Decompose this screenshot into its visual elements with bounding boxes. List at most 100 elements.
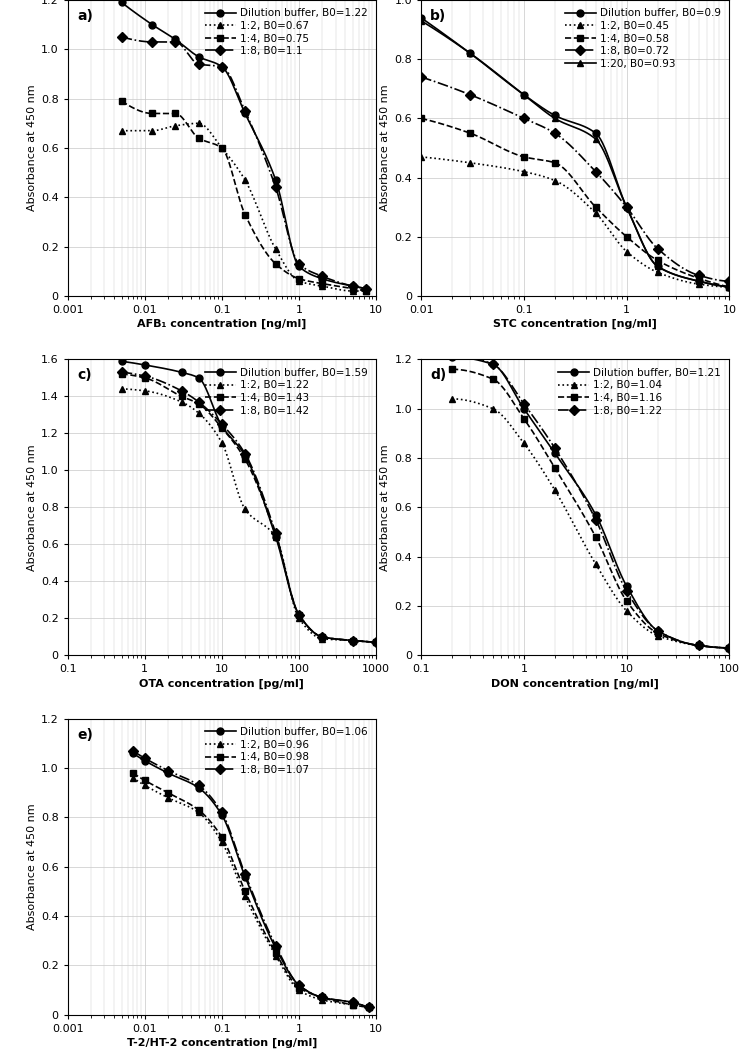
1:20, B0=0.93	[417, 15, 426, 27]
1:8, B0=1.22	[653, 625, 662, 637]
1:8, B0=1.1	[362, 282, 371, 295]
1:4, B0=0.98	[364, 1001, 373, 1014]
1:4, B0=0.75	[271, 258, 280, 271]
Line: 1:8, B0=1.07: 1:8, B0=1.07	[129, 747, 372, 1010]
1:8, B0=1.1	[271, 181, 280, 193]
X-axis label: AFB₁ concentration [ng/ml]: AFB₁ concentration [ng/ml]	[137, 319, 307, 330]
Legend: Dilution buffer, B0=0.9, 1:2, B0=0.45, 1:4, B0=0.58, 1:8, B0=0.72, 1:20, B0=0.93: Dilution buffer, B0=0.9, 1:2, B0=0.45, 1…	[562, 5, 724, 72]
1:4, B0=1.16	[520, 412, 529, 425]
1:4, B0=0.58	[622, 230, 631, 243]
Dilution buffer, B0=0.9	[622, 201, 631, 214]
Dilution buffer, B0=1.59	[117, 355, 126, 368]
Dilution buffer, B0=0.9	[550, 109, 559, 122]
1:20, B0=0.93	[550, 112, 559, 125]
X-axis label: DON concentration [ng/ml]: DON concentration [ng/ml]	[491, 679, 660, 689]
1:4, B0=1.16	[694, 639, 703, 652]
Dilution buffer, B0=0.9	[520, 89, 529, 101]
1:2, B0=1.22	[348, 634, 357, 647]
Y-axis label: Absorbance at 450 nm: Absorbance at 450 nm	[27, 85, 37, 211]
Dilution buffer, B0=1.22	[295, 260, 304, 273]
Y-axis label: Absorbance at 450 nm: Absorbance at 450 nm	[27, 444, 37, 571]
1:20, B0=0.93	[622, 201, 631, 214]
Dilution buffer, B0=1.06	[241, 870, 250, 883]
Dilution buffer, B0=1.22	[117, 0, 126, 8]
Dilution buffer, B0=1.21	[591, 508, 600, 521]
Dilution buffer, B0=1.06	[364, 1001, 373, 1014]
1:8, B0=1.22	[489, 358, 498, 371]
Line: 1:2, B0=0.67: 1:2, B0=0.67	[118, 119, 370, 295]
1:2, B0=0.96	[271, 949, 280, 962]
Dilution buffer, B0=1.06	[217, 809, 226, 821]
1:2, B0=1.22	[317, 632, 326, 645]
1:8, B0=0.72	[550, 127, 559, 140]
Dilution buffer, B0=1.22	[194, 51, 203, 63]
1:2, B0=0.67	[241, 173, 250, 186]
1:8, B0=0.72	[725, 275, 734, 288]
1:8, B0=1.42	[294, 608, 303, 620]
1:4, B0=0.98	[348, 999, 357, 1012]
Line: 1:8, B0=0.72: 1:8, B0=0.72	[417, 74, 733, 284]
Line: 1:20, B0=0.93: 1:20, B0=0.93	[417, 17, 733, 291]
1:2, B0=0.67	[147, 125, 156, 137]
1:4, B0=0.58	[725, 281, 734, 294]
1:4, B0=1.43	[117, 368, 126, 381]
1:8, B0=1.42	[371, 636, 381, 649]
1:20, B0=0.93	[520, 89, 529, 101]
1:4, B0=0.75	[317, 277, 326, 290]
Line: 1:2, B0=0.45: 1:2, B0=0.45	[417, 153, 733, 291]
Text: c): c)	[77, 368, 92, 383]
Line: 1:2, B0=0.96: 1:2, B0=0.96	[129, 775, 372, 1010]
Dilution buffer, B0=1.06	[141, 755, 150, 767]
1:4, B0=0.58	[520, 150, 529, 163]
1:2, B0=0.96	[295, 984, 304, 997]
1:2, B0=0.45	[520, 165, 529, 178]
Dilution buffer, B0=1.22	[147, 18, 156, 31]
1:2, B0=1.22	[294, 612, 303, 625]
1:4, B0=1.43	[371, 636, 381, 649]
1:4, B0=0.75	[194, 132, 203, 145]
1:8, B0=0.72	[520, 112, 529, 125]
1:2, B0=1.22	[271, 531, 280, 543]
1:8, B0=1.07	[271, 940, 280, 952]
Dilution buffer, B0=1.06	[194, 781, 203, 794]
1:8, B0=1.22	[725, 642, 734, 654]
1:2, B0=1.04	[725, 642, 734, 654]
1:4, B0=0.98	[241, 885, 250, 897]
Dilution buffer, B0=1.21	[725, 642, 734, 654]
Dilution buffer, B0=1.59	[241, 449, 250, 462]
Line: 1:4, B0=1.16: 1:4, B0=1.16	[449, 366, 733, 651]
Dilution buffer, B0=1.59	[348, 634, 357, 647]
1:2, B0=1.22	[371, 636, 381, 649]
X-axis label: T-2/HT-2 concentration [ng/ml]: T-2/HT-2 concentration [ng/ml]	[126, 1038, 317, 1049]
Dilution buffer, B0=1.59	[371, 636, 381, 649]
1:2, B0=0.45	[417, 150, 426, 163]
Legend: Dilution buffer, B0=1.22, 1:2, B0=0.67, 1:4, B0=0.75, 1:8, B0=1.1: Dilution buffer, B0=1.22, 1:2, B0=0.67, …	[202, 5, 371, 59]
1:4, B0=1.16	[622, 595, 631, 608]
1:2, B0=0.96	[194, 806, 203, 819]
Text: b): b)	[430, 8, 447, 23]
Dilution buffer, B0=1.22	[217, 60, 226, 73]
Dilution buffer, B0=1.59	[294, 608, 303, 620]
1:8, B0=1.1	[147, 36, 156, 49]
1:8, B0=0.72	[417, 71, 426, 84]
Line: 1:4, B0=1.43: 1:4, B0=1.43	[118, 371, 380, 646]
1:2, B0=0.96	[364, 1001, 373, 1014]
1:4, B0=1.43	[271, 528, 280, 541]
1:4, B0=1.16	[591, 531, 600, 543]
1:8, B0=0.72	[622, 201, 631, 214]
Dilution buffer, B0=1.21	[622, 580, 631, 593]
1:4, B0=1.43	[194, 397, 203, 410]
1:4, B0=1.16	[725, 642, 734, 654]
Text: d): d)	[430, 368, 447, 383]
1:4, B0=1.16	[489, 373, 498, 386]
1:2, B0=0.45	[725, 281, 734, 294]
1:2, B0=0.45	[591, 207, 600, 220]
1:4, B0=0.98	[129, 766, 138, 779]
1:20, B0=0.93	[725, 281, 734, 294]
1:20, B0=0.93	[694, 275, 703, 288]
Dilution buffer, B0=1.21	[694, 639, 703, 652]
1:2, B0=1.04	[622, 605, 631, 617]
Text: a): a)	[77, 8, 92, 23]
1:4, B0=0.75	[117, 95, 126, 108]
1:4, B0=0.75	[241, 208, 250, 221]
